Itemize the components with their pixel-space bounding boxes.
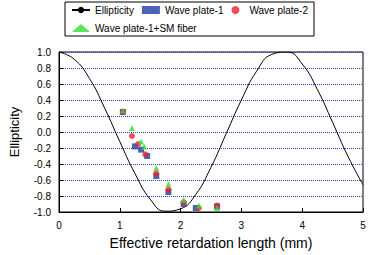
- svg-text:-0.4: -0.4: [34, 159, 52, 170]
- svg-text:1: 1: [117, 220, 123, 231]
- svg-text:Wave plate-1+SM fiber: Wave plate-1+SM fiber: [95, 23, 197, 34]
- svg-text:5: 5: [360, 220, 366, 231]
- svg-text:Wave plate-1: Wave plate-1: [165, 5, 224, 16]
- svg-text:Ellipticity: Ellipticity: [95, 5, 134, 16]
- svg-text:0.4: 0.4: [37, 95, 51, 106]
- svg-text:-1.0: -1.0: [34, 207, 52, 218]
- svg-text:2: 2: [178, 220, 184, 231]
- svg-text:1.0: 1.0: [37, 47, 51, 58]
- svg-text:0.0: 0.0: [37, 127, 51, 138]
- svg-text:Ellipticity: Ellipticity: [7, 106, 22, 157]
- svg-text:Wave plate-2: Wave plate-2: [249, 5, 308, 16]
- svg-text:0: 0: [56, 220, 62, 231]
- svg-text:Effective retardation length (: Effective retardation length (mm): [110, 235, 313, 251]
- svg-text:0.8: 0.8: [37, 63, 51, 74]
- svg-text:-0.6: -0.6: [34, 175, 52, 186]
- svg-text:4: 4: [299, 220, 305, 231]
- svg-text:3: 3: [239, 220, 245, 231]
- svg-text:0.2: 0.2: [37, 111, 51, 122]
- svg-text:-0.8: -0.8: [34, 191, 52, 202]
- svg-text:0.6: 0.6: [37, 79, 51, 90]
- svg-text:-0.2: -0.2: [34, 143, 52, 154]
